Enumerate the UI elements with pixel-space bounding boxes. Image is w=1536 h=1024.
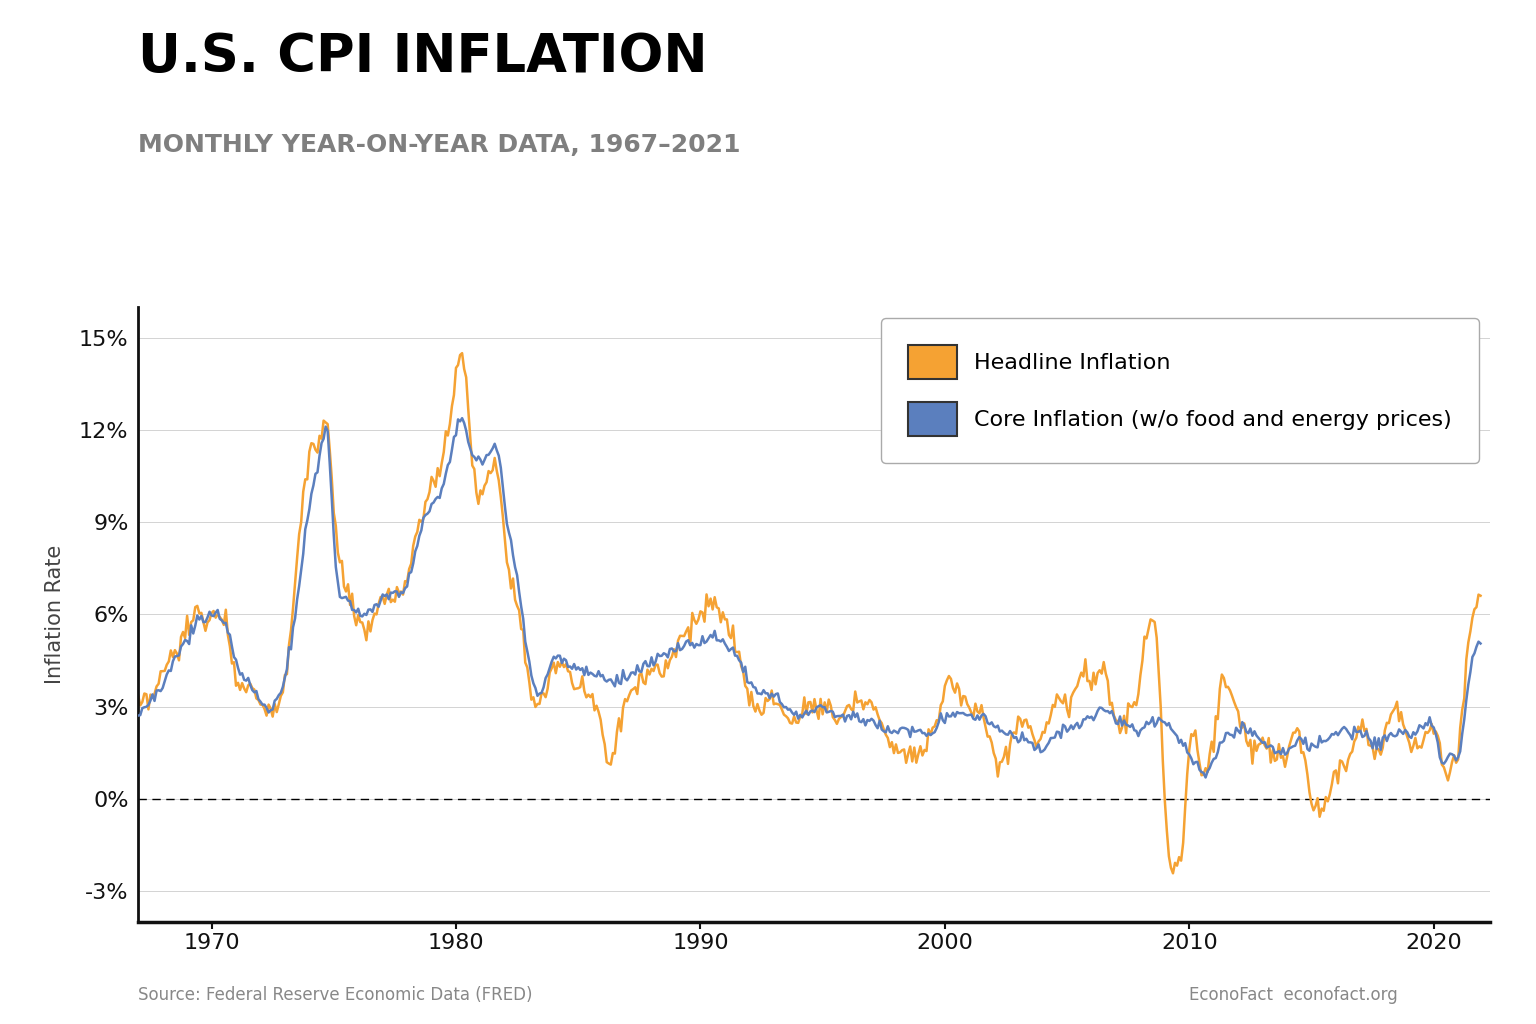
Text: U.S. CPI INFLATION: U.S. CPI INFLATION [138,31,708,83]
Text: EconoFact  econofact.org: EconoFact econofact.org [1189,985,1398,1004]
Text: MONTHLY YEAR-ON-YEAR DATA, 1967–2021: MONTHLY YEAR-ON-YEAR DATA, 1967–2021 [138,133,740,157]
Text: Source: Federal Reserve Economic Data (FRED): Source: Federal Reserve Economic Data (F… [138,985,533,1004]
Y-axis label: Inflation Rate: Inflation Rate [45,545,65,684]
Legend: Headline Inflation, Core Inflation (w/o food and energy prices): Headline Inflation, Core Inflation (w/o … [882,318,1479,463]
